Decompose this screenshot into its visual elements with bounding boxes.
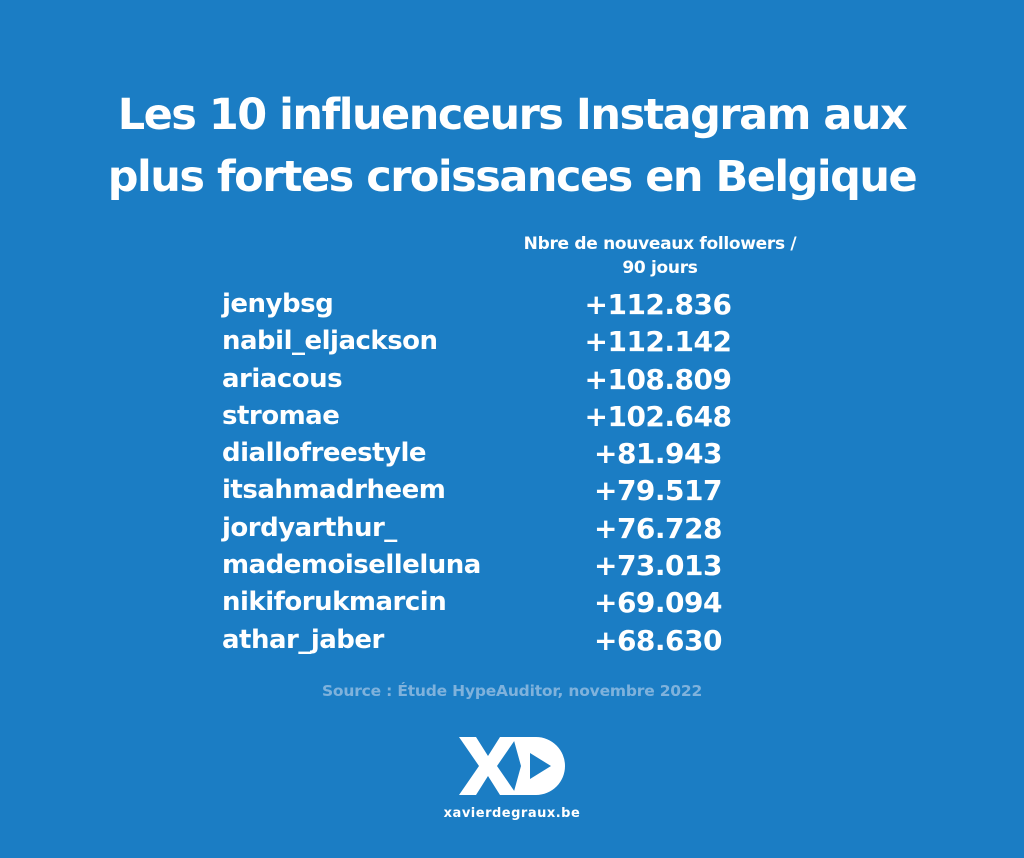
column-header-line-1: Nbre de nouveaux followers / — [523, 234, 797, 254]
page-title: Les 10 influenceurs Instagram aux plus f… — [0, 84, 1024, 208]
follower-gain: +69.094 — [593, 586, 723, 620]
follower-gain: +112.836 — [584, 288, 733, 321]
influencer-name: jenybsg — [222, 289, 334, 319]
list-item: itsahmadrheem +79.517 — [222, 472, 782, 509]
list-item: ariacous +108.809 — [222, 361, 782, 398]
follower-gain: +112.142 — [584, 325, 733, 359]
influencer-name: nikiforukmarcin — [222, 587, 447, 618]
list-item: jenybsg +112.836 — [222, 286, 782, 323]
follower-gain: +76.728 — [593, 511, 723, 545]
influencer-name: stromae — [222, 400, 340, 431]
website-link[interactable]: xavierdegraux.be — [443, 806, 581, 821]
list-item: mademoiselleluna +73.013 — [222, 547, 782, 584]
list-item: diallofreestyle +81.943 — [222, 435, 782, 472]
list-item: stromae +102.648 — [222, 398, 782, 435]
ranking-list: jenybsg +112.836 nabil_eljackson +112.14… — [222, 286, 782, 659]
influencer-name: athar_jaber — [222, 624, 384, 655]
follower-gain: +81.943 — [593, 437, 723, 471]
influencer-name: ariacous — [222, 363, 343, 394]
follower-gain: +79.517 — [593, 474, 723, 508]
follower-gain: +73.013 — [593, 549, 723, 583]
xd-logo-icon — [459, 737, 565, 795]
source-note: Source : Étude HypeAuditor, novembre 202… — [321, 682, 703, 700]
column-header-line-2: 90 jours — [622, 258, 698, 278]
follower-gain: +102.648 — [584, 399, 733, 433]
influencer-name: nabil_eljackson — [222, 326, 438, 357]
list-item: athar_jaber +68.630 — [222, 622, 782, 659]
title-line-2: plus fortes croissances en Belgique — [107, 152, 918, 202]
list-item: nabil_eljackson +112.142 — [222, 323, 782, 360]
follower-gain: +68.630 — [593, 623, 723, 657]
influencer-name: itsahmadrheem — [222, 475, 446, 506]
influencer-name: diallofreestyle — [222, 438, 427, 469]
title-line-1: Les 10 influenceurs Instagram aux — [117, 90, 908, 140]
list-item: nikiforukmarcin +69.094 — [222, 584, 782, 621]
influencer-name: mademoiselleluna — [222, 550, 481, 581]
column-header: Nbre de nouveaux followers / 90 jours — [490, 232, 830, 280]
list-item: jordyarthur_ +76.728 — [222, 510, 782, 547]
influencer-name: jordyarthur_ — [222, 512, 397, 543]
follower-gain: +108.809 — [584, 362, 733, 396]
